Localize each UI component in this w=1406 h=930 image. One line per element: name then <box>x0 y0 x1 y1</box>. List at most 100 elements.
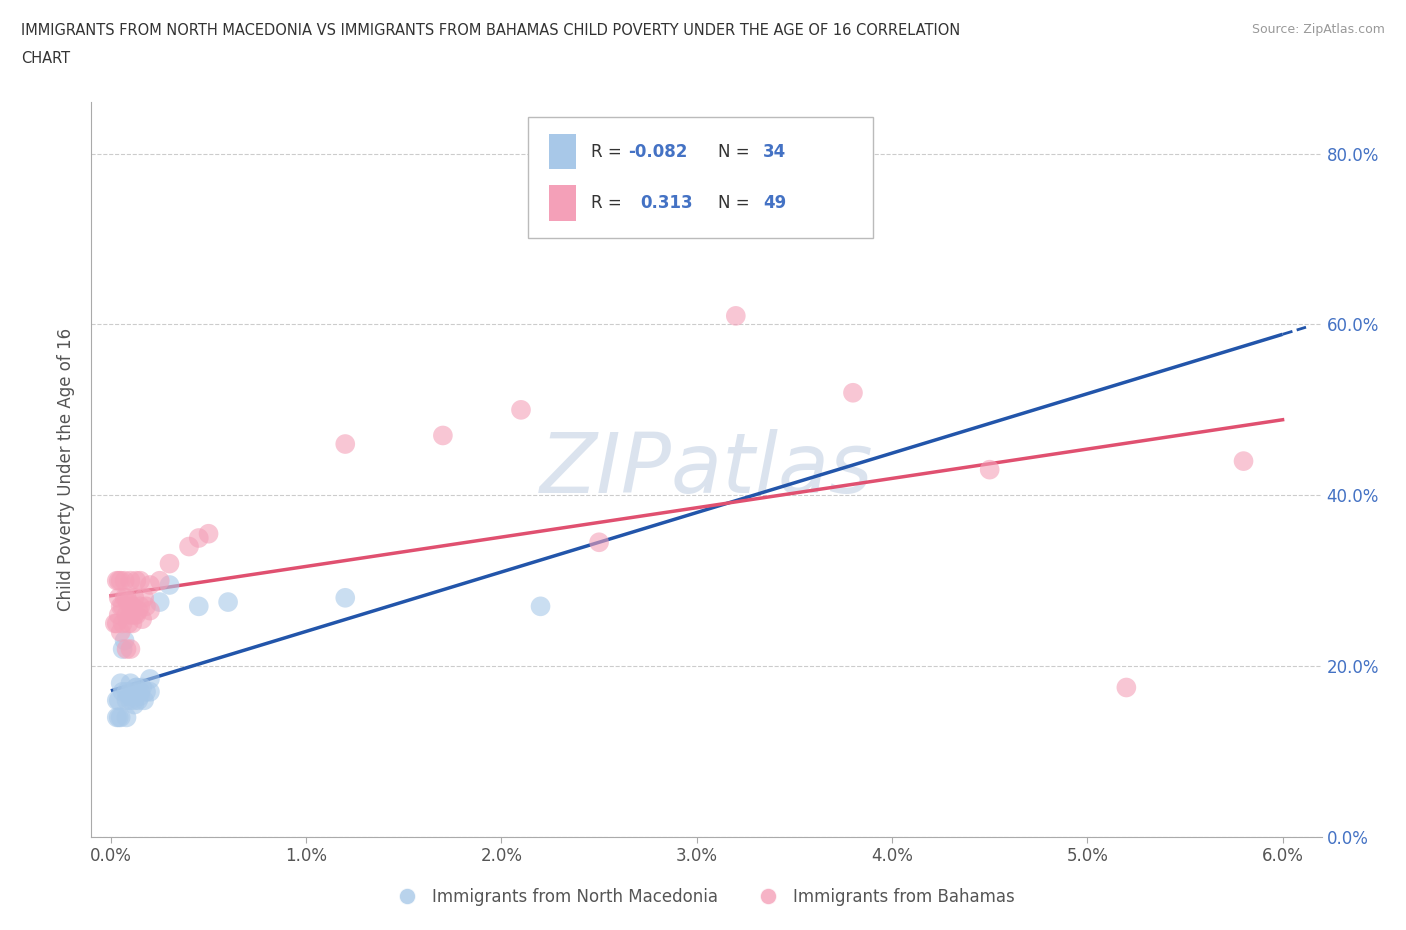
Point <box>131 680 153 695</box>
Bar <box>548 134 576 169</box>
Text: R =: R = <box>591 142 627 161</box>
Point <box>159 556 181 571</box>
Point <box>1115 680 1137 695</box>
Point <box>107 573 129 588</box>
Point <box>177 539 200 554</box>
Point <box>115 642 138 657</box>
Point <box>1232 454 1254 469</box>
Text: 0.313: 0.313 <box>640 194 693 212</box>
Point <box>149 573 172 588</box>
Point <box>111 616 134 631</box>
Point <box>529 599 551 614</box>
Point <box>120 607 142 622</box>
Text: Source: ZipAtlas.com: Source: ZipAtlas.com <box>1251 23 1385 36</box>
Point <box>139 604 162 618</box>
Point <box>335 591 357 605</box>
Point <box>124 591 146 605</box>
Point <box>724 309 747 324</box>
Point <box>124 607 146 622</box>
Point <box>120 693 142 708</box>
Point <box>115 607 138 622</box>
Point <box>107 710 129 724</box>
Point <box>120 688 142 703</box>
Text: ZIPatlas: ZIPatlas <box>540 429 873 511</box>
Point <box>110 573 132 588</box>
Text: 49: 49 <box>763 194 786 212</box>
Legend: Immigrants from North Macedonia, Immigrants from Bahamas: Immigrants from North Macedonia, Immigra… <box>384 881 1022 912</box>
Point <box>117 594 139 609</box>
Point <box>105 693 128 708</box>
Point <box>187 599 209 614</box>
Point <box>111 599 134 614</box>
Point <box>125 607 148 622</box>
Point <box>842 385 865 400</box>
Point <box>107 693 129 708</box>
Text: -0.082: -0.082 <box>627 142 688 161</box>
Point <box>588 535 610 550</box>
Point <box>129 599 152 614</box>
Point <box>121 599 143 614</box>
Bar <box>548 185 576 220</box>
Point <box>115 710 138 724</box>
Point <box>114 591 136 605</box>
Text: R =: R = <box>591 194 627 212</box>
FancyBboxPatch shape <box>529 117 873 238</box>
Point <box>127 604 149 618</box>
Point <box>135 684 157 699</box>
Point <box>114 573 136 588</box>
Point <box>129 688 152 703</box>
Point <box>111 684 134 699</box>
Point <box>110 625 132 640</box>
Point <box>139 684 162 699</box>
Point <box>111 642 134 657</box>
Point <box>149 594 172 609</box>
Point <box>132 693 155 708</box>
Point <box>132 591 155 605</box>
Point <box>187 530 209 545</box>
Point <box>124 698 146 712</box>
Point <box>115 591 138 605</box>
Point <box>335 436 357 451</box>
Text: CHART: CHART <box>21 51 70 66</box>
Point <box>120 642 142 657</box>
Point <box>105 710 128 724</box>
Point <box>107 591 129 605</box>
Point <box>121 616 143 631</box>
Point <box>979 462 1001 477</box>
Point <box>120 573 142 588</box>
Point <box>510 403 533 418</box>
Text: N =: N = <box>717 142 755 161</box>
Point <box>120 676 142 691</box>
Text: 34: 34 <box>763 142 786 161</box>
Point <box>131 612 153 627</box>
Point <box>117 616 139 631</box>
Point <box>104 616 127 631</box>
Point <box>159 578 181 592</box>
Point <box>129 573 152 588</box>
Point <box>432 428 454 443</box>
Point <box>125 680 148 695</box>
Point <box>127 693 149 708</box>
Point <box>110 676 132 691</box>
Point <box>125 680 148 695</box>
Y-axis label: Child Poverty Under the Age of 16: Child Poverty Under the Age of 16 <box>58 328 76 611</box>
Point <box>107 607 129 622</box>
Point <box>115 684 138 699</box>
Point <box>115 693 138 708</box>
Point <box>110 710 132 724</box>
Point <box>139 578 162 592</box>
Point <box>139 671 162 686</box>
Point <box>197 526 219 541</box>
Point <box>124 693 146 708</box>
Point <box>217 594 239 609</box>
Text: IMMIGRANTS FROM NORTH MACEDONIA VS IMMIGRANTS FROM BAHAMAS CHILD POVERTY UNDER T: IMMIGRANTS FROM NORTH MACEDONIA VS IMMIG… <box>21 23 960 38</box>
Point <box>105 616 128 631</box>
Point <box>135 599 157 614</box>
Point <box>129 684 152 699</box>
Point <box>125 573 148 588</box>
Point <box>114 633 136 648</box>
Point <box>105 573 128 588</box>
Text: N =: N = <box>717 194 755 212</box>
Point <box>120 684 142 699</box>
Point <box>110 599 132 614</box>
